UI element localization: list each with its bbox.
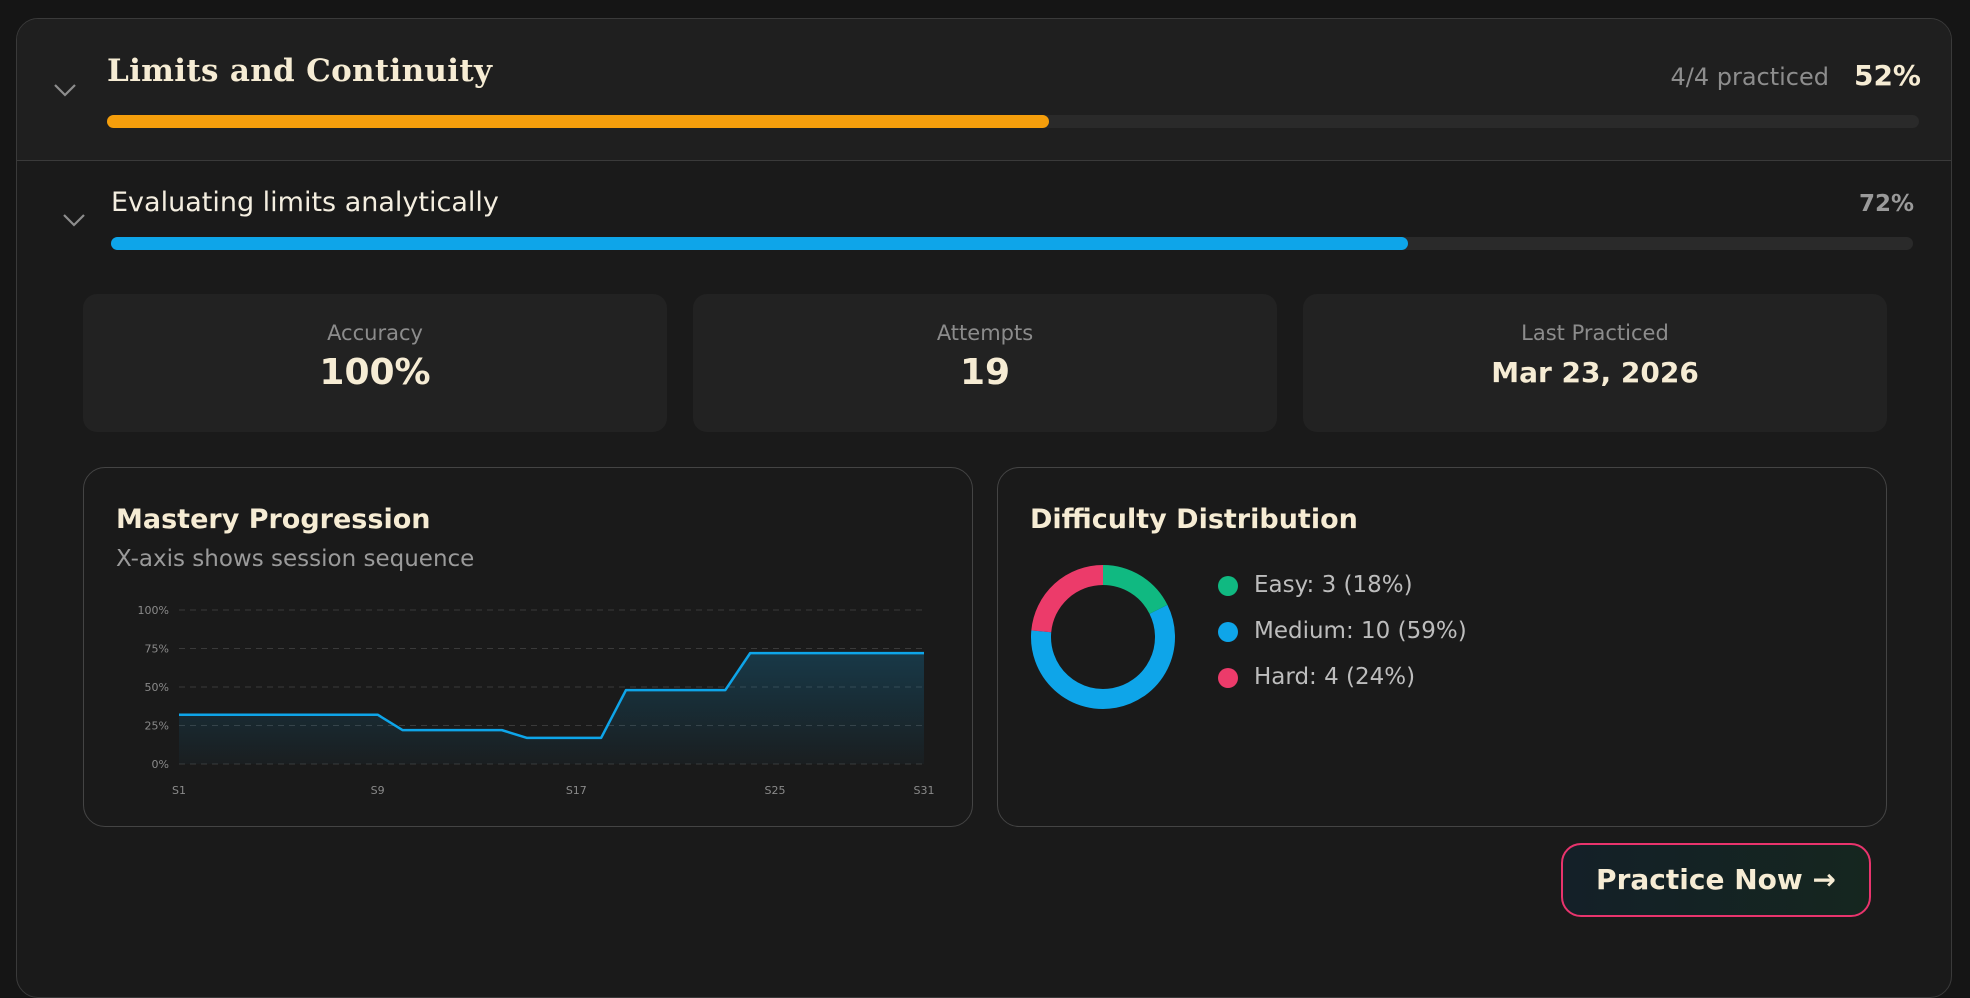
- section-percent: 52%: [1853, 59, 1921, 92]
- stat-label: Last Practiced: [1521, 321, 1669, 345]
- chevron-down-icon[interactable]: [51, 81, 79, 99]
- y-tick-label: 25%: [145, 720, 169, 733]
- topic-title[interactable]: Evaluating limits analytically: [111, 187, 499, 218]
- stat-label: Attempts: [936, 321, 1034, 345]
- legend-label: Hard: 4 (24%): [1254, 664, 1416, 690]
- medium-dot: [1218, 622, 1238, 642]
- accuracy-stat: Accuracy 100%: [83, 294, 667, 432]
- x-tick-label: S17: [566, 784, 587, 797]
- mastery-title: Mastery Progression: [116, 504, 431, 535]
- legend-label: Medium: 10 (59%): [1254, 618, 1467, 644]
- y-tick-label: 0%: [152, 758, 169, 771]
- mastery-line: [179, 651, 924, 740]
- y-tick-label: 100%: [138, 604, 169, 617]
- mastery-panel: Mastery Progression X-axis shows session…: [83, 467, 973, 827]
- mastery-area: [179, 653, 924, 764]
- y-tick-label: 50%: [145, 681, 169, 694]
- donut-slice: [1102, 565, 1168, 615]
- topic-progress-fill: [111, 237, 1409, 250]
- section-progress-bar: [107, 115, 1919, 128]
- stat-value: 19: [959, 352, 1011, 393]
- topic-percent: 72%: [1858, 191, 1914, 217]
- practice-now-button[interactable]: Practice Now →: [1561, 843, 1871, 917]
- difficulty-panel: Difficulty Distribution Easy: 3 (18%) Me…: [997, 467, 1887, 827]
- topic-progress-bar: [111, 237, 1913, 250]
- donut-slice: [1031, 565, 1104, 633]
- x-tick-label: S1: [172, 784, 186, 797]
- difficulty-title: Difficulty Distribution: [1030, 504, 1358, 535]
- x-tick-label: S31: [914, 784, 935, 797]
- legend-label: Easy: 3 (18%): [1254, 572, 1413, 598]
- mastery-chart: 0% 25% 50% 75% 100% S1 S9 S17 S25 S31: [138, 604, 935, 797]
- last-practiced-stat: Last Practiced Mar 23, 2026: [1303, 294, 1887, 432]
- stat-value: 100%: [319, 352, 431, 393]
- topic-card: Limits and Continuity 4/4 practiced 52% …: [16, 18, 1952, 998]
- section-title: Limits and Continuity: [107, 53, 493, 89]
- stat-value: Mar 23, 2026: [1491, 356, 1699, 389]
- section-header[interactable]: Limits and Continuity 4/4 practiced 52%: [17, 19, 1951, 161]
- easy-dot: [1218, 576, 1238, 596]
- x-tick-label: S9: [371, 784, 385, 797]
- attempts-stat: Attempts 19: [693, 294, 1277, 432]
- practiced-count: 4/4 practiced: [1670, 63, 1829, 91]
- stat-label: Accuracy: [327, 321, 423, 345]
- hard-dot: [1218, 668, 1238, 688]
- chevron-down-icon[interactable]: [60, 211, 88, 229]
- difficulty-donut-chart: [1031, 565, 1175, 709]
- y-tick-label: 75%: [145, 643, 169, 656]
- section-progress-fill: [107, 115, 1050, 128]
- x-tick-label: S25: [765, 784, 786, 797]
- mastery-subtitle: X-axis shows session sequence: [116, 546, 475, 572]
- donut-slice: [1031, 604, 1175, 709]
